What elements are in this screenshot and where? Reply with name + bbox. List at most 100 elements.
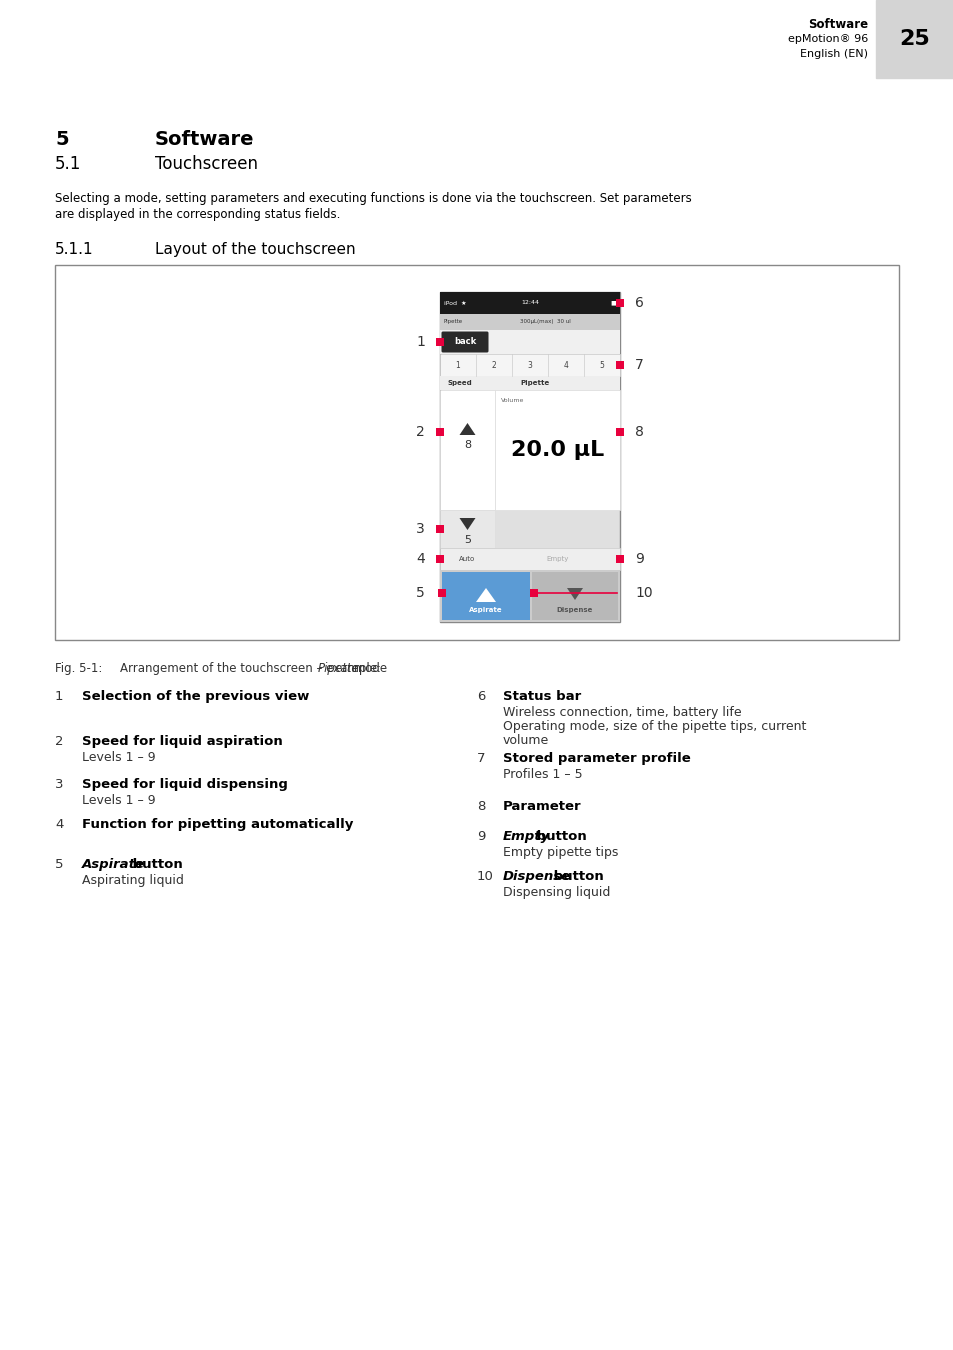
Text: 5.1.1: 5.1.1	[55, 242, 93, 256]
Text: Levels 1 – 9: Levels 1 – 9	[82, 794, 155, 807]
Text: 10: 10	[635, 586, 652, 601]
Bar	[616, 298, 623, 306]
Text: Dispense: Dispense	[502, 869, 571, 883]
Text: English (EN): English (EN)	[800, 49, 867, 59]
Text: 4: 4	[55, 818, 63, 832]
Bar	[439, 292, 619, 622]
Bar	[436, 338, 443, 346]
Text: Software: Software	[807, 18, 867, 31]
Text: iPod  ★: iPod ★	[443, 301, 466, 305]
Text: 4: 4	[563, 360, 568, 370]
Text: Selecting a mode, setting parameters and executing functions is done via the tou: Selecting a mode, setting parameters and…	[55, 192, 691, 205]
Text: 6: 6	[476, 690, 485, 703]
Text: Pipette: Pipette	[317, 662, 358, 675]
Bar	[441, 572, 530, 620]
Text: Empty: Empty	[502, 830, 550, 842]
Text: 5: 5	[55, 130, 69, 148]
Bar	[55, 265, 898, 640]
Text: Pipette: Pipette	[519, 379, 549, 386]
Text: 5: 5	[416, 586, 424, 601]
Bar	[439, 377, 619, 390]
Text: 4: 4	[416, 552, 424, 566]
Bar	[439, 292, 619, 315]
Text: Auto: Auto	[459, 556, 476, 562]
Text: 2: 2	[491, 360, 496, 370]
Text: Pipette: Pipette	[443, 320, 462, 324]
Text: Arrangement of the touchscreen – example:: Arrangement of the touchscreen – example…	[120, 662, 384, 675]
Text: Empty: Empty	[546, 556, 568, 562]
FancyBboxPatch shape	[441, 332, 488, 352]
Bar	[616, 428, 623, 436]
Text: 8: 8	[476, 801, 485, 813]
Text: Touchscreen: Touchscreen	[154, 155, 257, 173]
Text: 6: 6	[635, 296, 643, 310]
Text: ■: ■	[610, 301, 616, 305]
Text: 25: 25	[899, 28, 929, 49]
Bar	[439, 548, 619, 570]
Bar	[439, 354, 619, 377]
Text: 2: 2	[55, 734, 64, 748]
Text: Speed for liquid dispensing: Speed for liquid dispensing	[82, 778, 288, 791]
Text: 2: 2	[416, 425, 424, 439]
Text: 3: 3	[416, 522, 424, 536]
Text: Status bar: Status bar	[502, 690, 580, 703]
Text: Function for pipetting automatically: Function for pipetting automatically	[82, 818, 353, 832]
Text: Wireless connection, time, battery life: Wireless connection, time, battery life	[502, 706, 740, 720]
Bar	[875, 0, 953, 78]
Bar	[436, 428, 443, 436]
Text: Aspirate: Aspirate	[469, 608, 502, 613]
Text: Software: Software	[154, 130, 254, 148]
Bar	[436, 525, 443, 533]
Bar	[439, 315, 619, 329]
Text: 7: 7	[476, 752, 485, 765]
Text: Stored parameter profile: Stored parameter profile	[502, 752, 690, 765]
Text: 9: 9	[476, 830, 485, 842]
Text: 9: 9	[635, 552, 643, 566]
Text: 3: 3	[527, 360, 532, 370]
Text: button: button	[129, 859, 183, 871]
Text: Operating mode, size of the pipette tips, current: Operating mode, size of the pipette tips…	[502, 720, 805, 733]
Bar	[439, 510, 495, 548]
Text: Speed: Speed	[447, 379, 472, 386]
Polygon shape	[459, 423, 475, 435]
Bar	[439, 390, 495, 510]
Text: Levels 1 – 9: Levels 1 – 9	[82, 751, 155, 764]
Bar	[439, 329, 619, 354]
Bar	[439, 570, 619, 622]
Text: 1: 1	[416, 335, 424, 350]
Text: Profiles 1 – 5: Profiles 1 – 5	[502, 768, 582, 782]
Bar	[436, 555, 443, 563]
Text: 8: 8	[635, 425, 643, 439]
Text: Speed for liquid aspiration: Speed for liquid aspiration	[82, 734, 282, 748]
Text: Aspirating liquid: Aspirating liquid	[82, 873, 184, 887]
Text: Parameter: Parameter	[502, 801, 581, 813]
Text: Fig. 5-1:: Fig. 5-1:	[55, 662, 102, 675]
Text: 1: 1	[55, 690, 64, 703]
Text: 300µL(max)  30 ul: 300µL(max) 30 ul	[519, 320, 570, 324]
Text: volume: volume	[502, 734, 549, 747]
Text: Layout of the touchscreen: Layout of the touchscreen	[154, 242, 355, 256]
Polygon shape	[459, 518, 475, 531]
Text: 7: 7	[635, 358, 643, 373]
Text: back: back	[454, 338, 476, 347]
Text: button: button	[532, 830, 586, 842]
Text: 5.1: 5.1	[55, 155, 81, 173]
Text: 20.0 μL: 20.0 μL	[511, 440, 603, 460]
Bar	[616, 360, 623, 369]
Text: are displayed in the corresponding status fields.: are displayed in the corresponding statu…	[55, 208, 340, 221]
Text: 10: 10	[476, 869, 494, 883]
Text: 1: 1	[456, 360, 460, 370]
Text: Dispense: Dispense	[557, 608, 593, 613]
Text: Volume: Volume	[500, 398, 524, 404]
Bar	[495, 390, 619, 510]
Text: mode: mode	[350, 662, 387, 675]
Text: Dispensing liquid: Dispensing liquid	[502, 886, 610, 899]
Text: Empty pipette tips: Empty pipette tips	[502, 846, 618, 859]
Bar	[530, 590, 537, 598]
Bar	[616, 555, 623, 563]
Bar	[437, 590, 446, 598]
Text: 5: 5	[463, 535, 471, 545]
Text: Aspirate: Aspirate	[82, 859, 145, 871]
Polygon shape	[566, 589, 582, 599]
Text: 5: 5	[598, 360, 604, 370]
